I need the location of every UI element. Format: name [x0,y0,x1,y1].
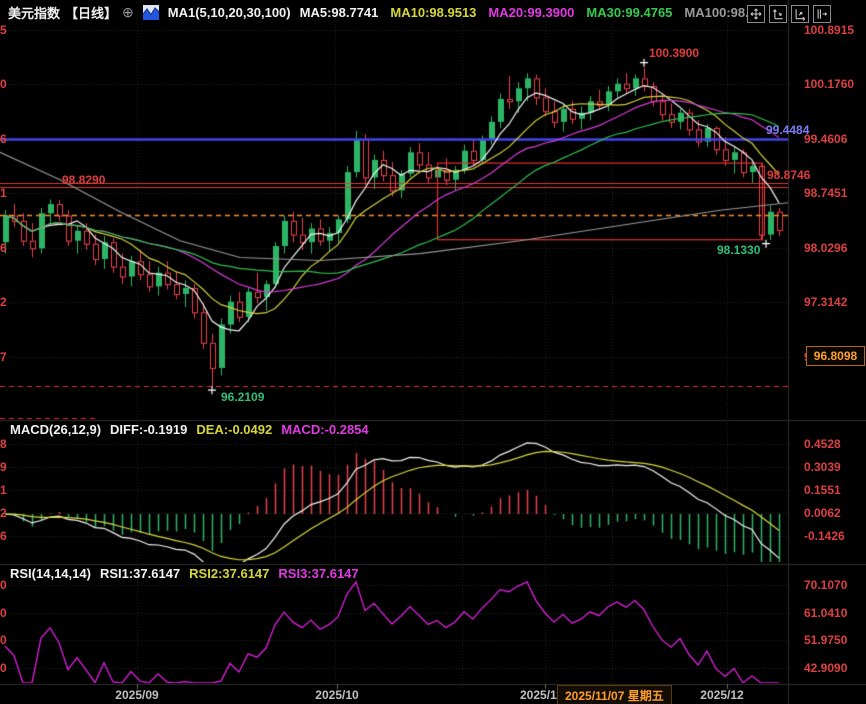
blue-line-label: 99.4484 [766,123,810,137]
price-tick-label: 97.3142 [804,295,848,310]
support-line-label: 98.1330 [717,243,761,257]
symbol-title: 美元指数 [8,6,61,21]
chart-toolbar [747,5,831,23]
ma-values-row: MA5:98.7741 MA10:98.9513 MA20:99.3900 MA30:… [300,5,749,20]
low-price-label: 96.2109 [221,390,265,404]
macd-tick-label: 0.3039 [804,460,841,475]
rsi1-value: RSI1:37.6147 [99,566,181,581]
ma-value-label: MA5:98.7741 [299,5,379,20]
macd-tick-label: 0.1551 [804,483,841,498]
ma-value-label: MA30:99.4765 [586,5,673,20]
resistance-line-label-right: 98.8746 [767,168,811,182]
time-tick-label: 2025/09 [115,688,159,702]
macd-header: MACD(26,12,9) DIFF:-0.1919 DEA:-0.0492 M… [10,422,369,437]
left-clipped-digit: 5 [0,22,7,37]
left-clipped-digit: 0 [0,77,7,92]
chart-type-icon[interactable] [142,5,159,20]
price-tick-label: 98.0296 [804,240,848,255]
macd-tick-label: -0.1426 [804,529,845,544]
price-line-icon[interactable] [813,5,831,23]
time-tick-label: 2025/12 [700,688,744,702]
left-clipped-digit: 1 [0,186,7,201]
left-clipped-digit: 6 [0,240,7,255]
period-label: 【日线】 [65,6,118,21]
ma-value-label: MA20:99.3900 [488,5,575,20]
macd-macd-value: MACD:-0.2854 [281,422,369,437]
macd-tick-label: 0.0062 [804,506,841,521]
price-tick-label: 100.1760 [804,77,855,92]
left-clipped-digit: 2 [0,295,7,310]
macd-diff-value: DIFF:-0.1919 [110,422,188,437]
time-tick-label: 2025/11 [520,688,558,702]
rsi2-value: RSI2:37.6147 [189,566,270,581]
left-clipped-digit: 2 [0,506,7,521]
rsi-tick-label: 42.9090 [804,660,848,675]
macd-tick-label: 0.4528 [804,437,841,452]
price-tick-label: 100.8915 [804,22,855,37]
left-clipped-digit: 0 [0,633,7,648]
rsi-header: RSI(14,14,14) RSI1:37.6147 RSI2:37.6147 … [10,566,359,581]
horizontal-scale-icon[interactable] [791,5,809,23]
resistance-line-label-left: 98.8290 [62,173,106,187]
high-price-label: 100.3900 [649,46,700,60]
left-clipped-digit: 0 [0,605,7,620]
price-alert-box[interactable]: 96.8098 [806,346,865,366]
left-clipped-digit: 0 [0,578,7,592]
rsi3-value: RSI3:37.6147 [278,566,359,581]
ma-settings-label: MA1(5,10,20,30,100) [167,5,291,20]
pan-icon[interactable] [747,5,765,23]
left-clipped-digit: 0 [0,660,7,675]
time-tick-label: 2025/10 [315,688,359,702]
ma-value-label: MA10:98.9513 [390,5,477,20]
rsi-tick-label: 51.9750 [804,633,848,648]
crosshair-date-label: 2025/11/07 星期五 [557,685,672,704]
rsi-tick-label: 61.0410 [804,605,848,620]
rsi-title: RSI(14,14,14) [10,566,91,581]
left-clipped-digit: 8 [0,437,7,452]
left-clipped-digit: 9 [0,460,7,475]
main-chart-header: 美元指数 【日线】 ⊕ MA1(5,10,20,30,100) MA5:98.7… [8,3,749,22]
macd-dea-value: DEA:-0.0492 [196,422,273,437]
left-clipped-digit: 1 [0,483,7,498]
vertical-scale-icon[interactable] [769,5,787,23]
left-clipped-digit: 6 [0,131,7,146]
left-clipped-digit: 7 [0,349,7,364]
ma-value-label: MA100:98. [684,5,749,20]
price-tick-label: 99.4606 [804,131,848,146]
rsi-tick-label: 70.1070 [804,578,848,592]
price-tick-label: 98.7451 [804,186,848,201]
left-clipped-digit: 6 [0,529,7,544]
add-indicator-icon[interactable]: ⊕ [122,4,134,20]
macd-title: MACD(26,12,9) [10,422,102,437]
